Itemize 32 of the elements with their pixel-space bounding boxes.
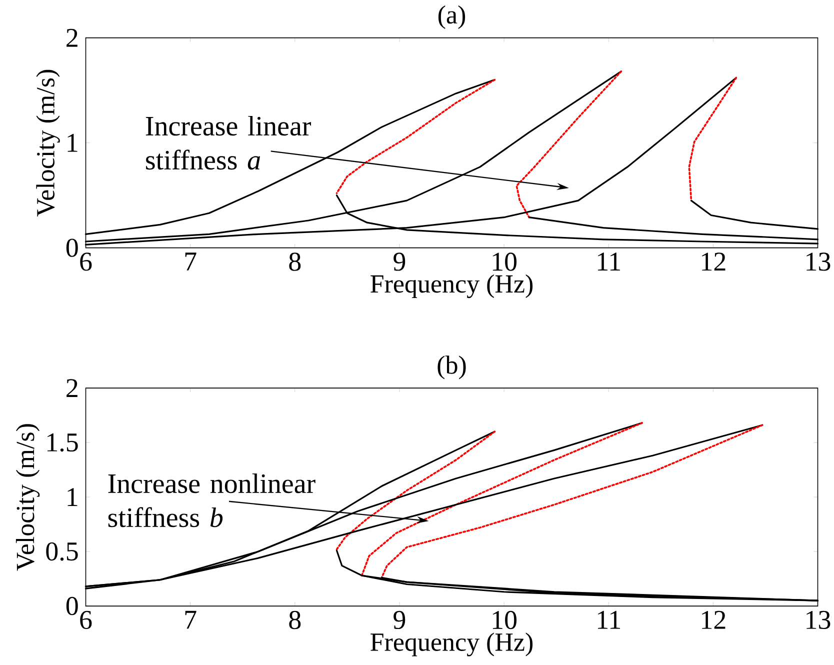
annotation: Increase linear stiffness a	[146, 116, 312, 170]
x-tick-label: 9	[394, 610, 406, 630]
chart-title: (a)	[438, 5, 466, 29]
annotation: Increase nonlinear stiffness b	[108, 473, 316, 528]
x-tick-label: 8	[289, 252, 301, 271]
y-tick-label: 0	[66, 238, 78, 257]
x-tick-label: 9	[394, 252, 406, 271]
x-tick-label: 10	[492, 252, 517, 271]
x-axis-title: Frequency (Hz)	[370, 632, 533, 656]
x-tick-label: 10	[492, 610, 517, 630]
chart-title: (b)	[438, 356, 466, 380]
y-tick-label: 2	[66, 379, 78, 397]
x-tick-label: 8	[289, 610, 301, 630]
y-tick-label: 0.5	[46, 542, 78, 561]
x-tick-label: 12	[702, 252, 726, 271]
y-tick-label: 1	[68, 488, 78, 506]
x-tick-label: 7	[185, 610, 196, 629]
y-tick-label: 1.5	[48, 433, 78, 452]
y-tick-label: 1	[68, 134, 78, 152]
x-axis-title: Frequency (Hz)	[370, 274, 533, 298]
y-tick-label: 0	[66, 596, 78, 616]
x-tick-label: 13	[806, 610, 830, 630]
y-axis-title: Velocity (m/s)	[36, 70, 60, 217]
x-tick-label: 11	[598, 610, 620, 629]
x-tick-label: 6	[80, 252, 92, 271]
x-tick-label: 11	[598, 252, 620, 270]
y-tick-label: 2	[66, 28, 78, 47]
x-tick-label: 13	[806, 252, 830, 271]
x-tick-label: 7	[185, 252, 196, 270]
y-axis-title: Velocity (m/s)	[16, 424, 40, 571]
x-tick-label: 12	[702, 610, 726, 629]
x-tick-label: 6	[80, 610, 92, 630]
